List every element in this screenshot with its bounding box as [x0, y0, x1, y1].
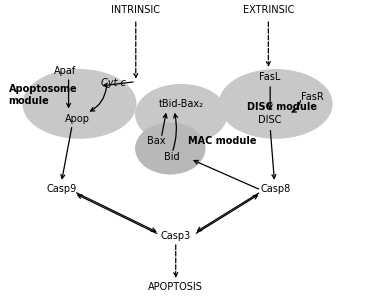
FancyArrowPatch shape	[61, 128, 72, 178]
Ellipse shape	[23, 70, 136, 138]
FancyArrowPatch shape	[173, 114, 178, 150]
FancyArrowPatch shape	[174, 245, 178, 277]
FancyArrowPatch shape	[266, 22, 270, 66]
Text: Apaf: Apaf	[54, 66, 76, 76]
Text: FasR: FasR	[301, 92, 324, 101]
Ellipse shape	[136, 85, 227, 144]
FancyArrowPatch shape	[197, 193, 259, 231]
FancyArrowPatch shape	[162, 114, 167, 135]
Ellipse shape	[219, 70, 332, 138]
Ellipse shape	[136, 123, 205, 174]
Text: EXTRINSIC: EXTRINSIC	[243, 5, 294, 15]
Text: Casp3: Casp3	[161, 231, 191, 241]
FancyArrowPatch shape	[104, 82, 133, 87]
Text: tBid-Bax₂: tBid-Bax₂	[159, 99, 204, 109]
FancyArrowPatch shape	[134, 22, 138, 77]
Text: Apop: Apop	[65, 114, 90, 124]
FancyArrowPatch shape	[268, 87, 272, 109]
FancyArrowPatch shape	[196, 195, 258, 233]
Text: MAC module: MAC module	[188, 136, 257, 146]
Text: Cyt c: Cyt c	[101, 78, 126, 88]
Text: Casp8: Casp8	[261, 184, 291, 194]
Text: FasL: FasL	[259, 72, 281, 82]
Text: Bid: Bid	[164, 152, 180, 162]
FancyArrowPatch shape	[76, 193, 156, 231]
Text: DISC module: DISC module	[247, 102, 317, 112]
FancyArrowPatch shape	[90, 87, 107, 111]
Text: INTRINSIC: INTRINSIC	[111, 5, 160, 15]
FancyArrowPatch shape	[292, 101, 300, 112]
Text: DISC: DISC	[258, 115, 282, 125]
FancyArrowPatch shape	[67, 80, 71, 107]
Text: APOPTOSIS: APOPTOSIS	[148, 282, 203, 292]
FancyArrowPatch shape	[194, 160, 258, 189]
Text: Casp9: Casp9	[46, 184, 76, 194]
Text: Bax: Bax	[146, 136, 165, 146]
Text: Apoptosome
module: Apoptosome module	[9, 84, 77, 106]
FancyArrowPatch shape	[270, 130, 276, 178]
FancyArrowPatch shape	[78, 195, 157, 233]
